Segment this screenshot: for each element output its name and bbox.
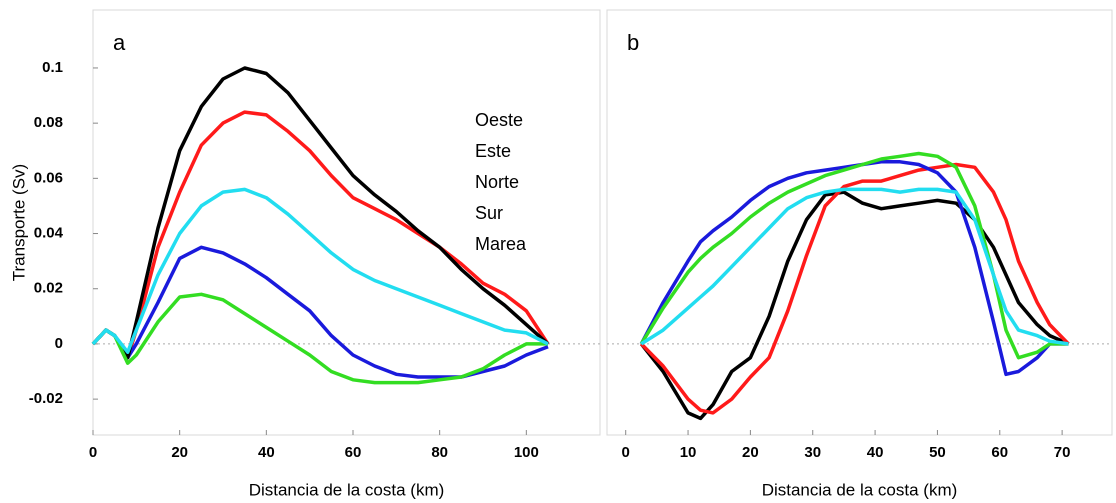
x-tick-label: 0 [622,444,630,461]
series-line [639,151,1069,360]
plot-frame [92,9,601,436]
y-tick-label: 0 [55,335,63,352]
y-axis-label: Transporte (Sv) [9,164,28,281]
series-line [639,190,1070,421]
legend-entry: Norte [475,172,519,192]
panel-title: b [627,30,639,55]
x-tick-label: 60 [345,444,362,461]
panel-title: a [113,30,126,55]
series-line [640,187,1069,346]
x-tick-label: 30 [804,444,821,461]
x-tick-label: 40 [258,444,275,461]
x-tick-label: 0 [89,444,97,461]
legend-entry: Este [475,141,511,161]
y-tick-label: 0.1 [42,59,63,76]
x-axis-label: Distancia de la costa (km) [762,480,958,499]
x-tick-label: 80 [431,444,448,461]
x-tick-label: 20 [171,444,188,461]
series-line [640,162,1070,415]
x-axis-label: Distancia de la costa (km) [249,480,445,499]
series-line [91,187,549,354]
y-tick-label: 0.02 [34,280,63,297]
x-tick-label: 40 [867,444,884,461]
y-tick-label: 0.08 [34,114,63,131]
panel: 0 20 40 60 80 100 -0.02 0 0.02 0.04 0.06 0.08 0.1 a Di… [9,9,601,499]
y-tick-label: 0.04 [34,225,64,242]
x-tick-label: 20 [742,444,759,461]
y-tick-label: -0.02 [29,390,63,407]
legend-entry: Sur [475,203,503,223]
series-line [91,292,548,385]
series-line [91,66,550,360]
x-tick-label: 100 [514,444,539,461]
x-tick-label: 70 [1054,444,1071,461]
y-tick-label: 0.06 [34,169,63,186]
legend-entry: Oeste [475,110,523,130]
x-tick-label: 60 [991,444,1008,461]
panel: 0 10 20 30 40 50 60 70 b Distancia de la costa (k… [606,9,1113,499]
legend-entry: Marea [475,234,527,254]
plot-frame [606,9,1113,436]
x-tick-label: 10 [680,444,697,461]
x-tick-label: 50 [929,444,946,461]
